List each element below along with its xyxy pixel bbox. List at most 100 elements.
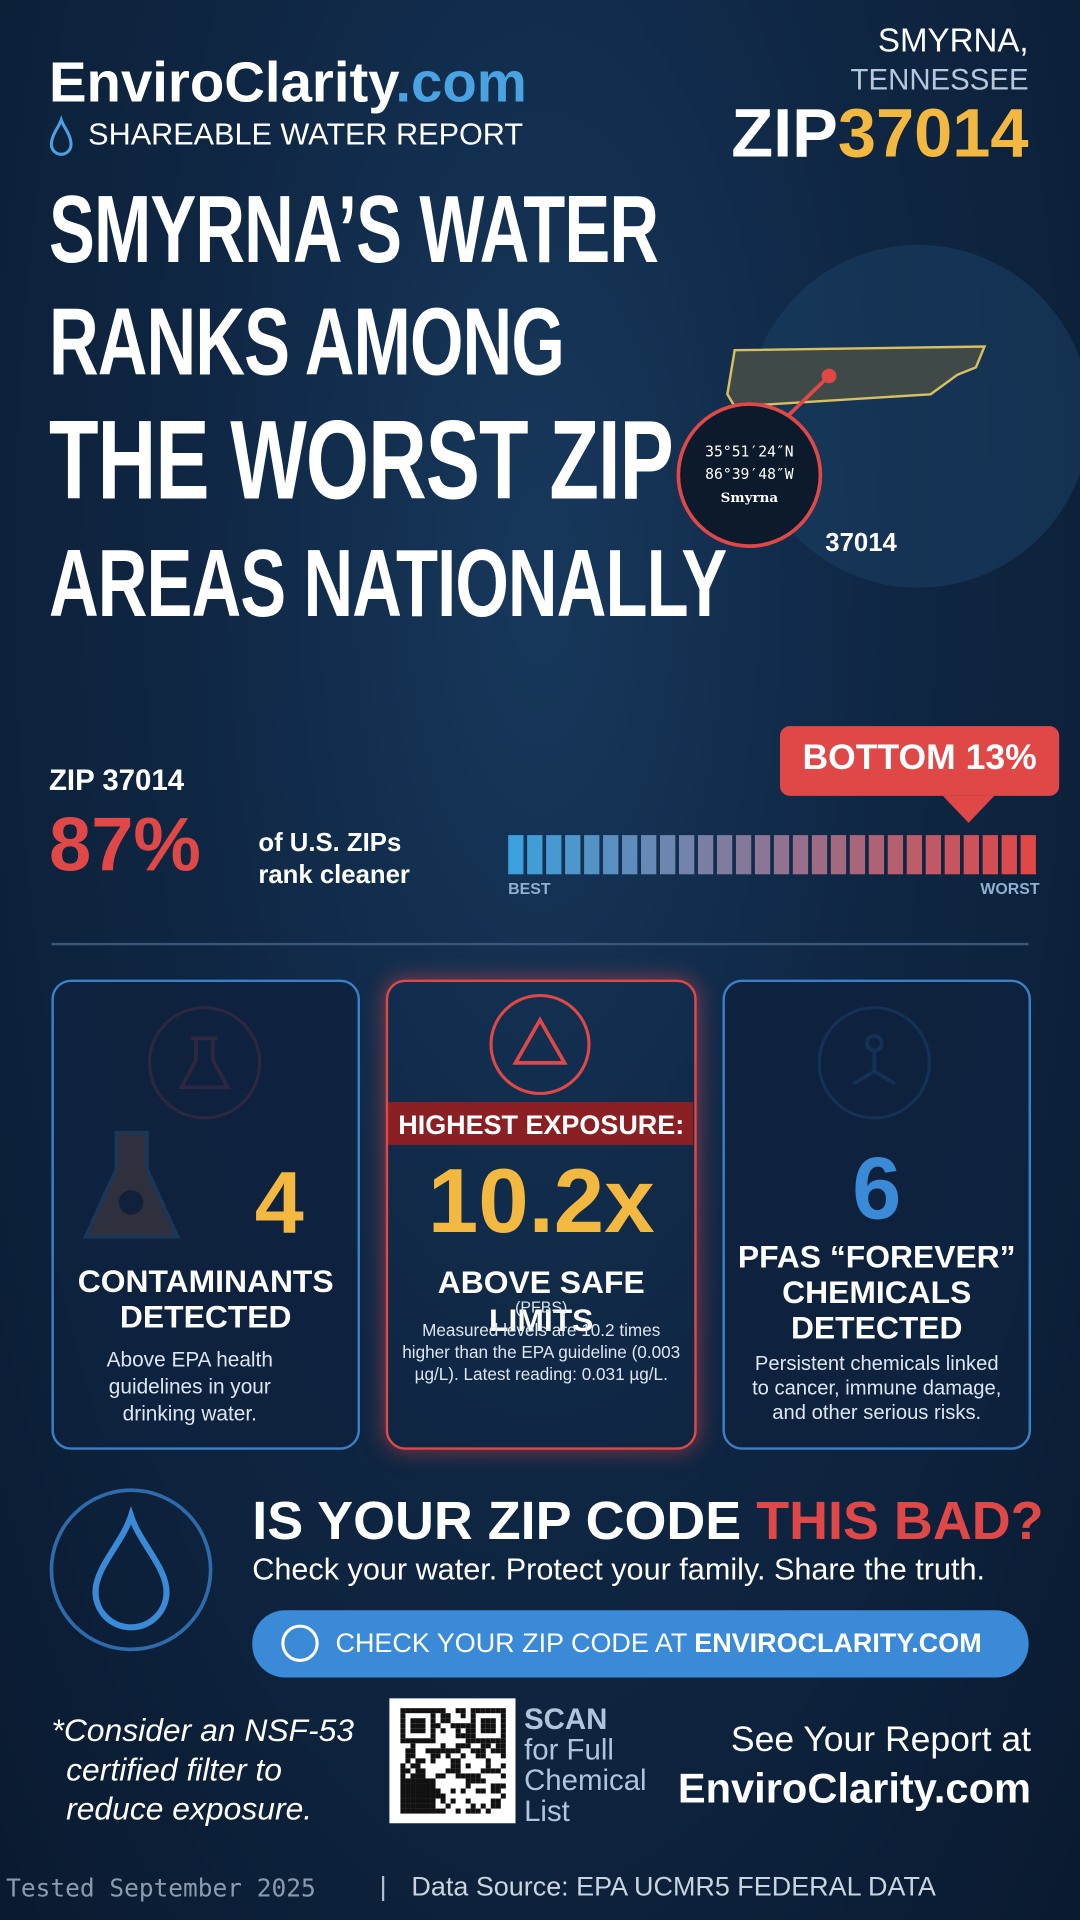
qr-module [400, 1718, 406, 1724]
qr-module [455, 1808, 461, 1814]
qr-module [465, 1773, 471, 1779]
cta-button[interactable] [252, 1610, 1029, 1678]
qr-module [485, 1738, 491, 1744]
qr-module [470, 1733, 476, 1739]
qr-module [425, 1808, 431, 1814]
qr-module [445, 1768, 451, 1774]
cta-highlight: THIS BAD? [756, 1491, 1044, 1552]
qr-module [435, 1793, 441, 1799]
qr-module [470, 1773, 476, 1779]
badge [780, 726, 1060, 796]
qr-module [410, 1753, 416, 1759]
qr-module [500, 1708, 506, 1714]
card-title: PFAS “FOREVER” CHEMICALS DETECTED [725, 1239, 1029, 1346]
qr-module [410, 1783, 416, 1789]
qr-module [490, 1748, 496, 1754]
qr-module [420, 1718, 426, 1724]
qr-module [415, 1773, 421, 1779]
qr-module [495, 1748, 501, 1754]
qr-module [500, 1738, 506, 1744]
qr-pattern [400, 1708, 506, 1814]
qr-module [485, 1808, 491, 1814]
qr-module [430, 1723, 436, 1729]
qr-module [460, 1753, 466, 1759]
qr-module [420, 1783, 426, 1789]
qr-module [490, 1768, 496, 1774]
qr-module [460, 1733, 466, 1739]
qr-module [480, 1718, 486, 1724]
cta-headline: IS YOUR ZIP CODE THIS BAD? [252, 1491, 1043, 1552]
card-description: Persistent chemicals linked to cancer, im… [725, 1352, 1029, 1425]
zip-title: ZIP37014 [731, 93, 1028, 173]
qr-module [420, 1798, 426, 1804]
qr-module [495, 1768, 501, 1774]
qr-module [420, 1803, 426, 1809]
qr-module [465, 1733, 471, 1739]
qr-module [480, 1753, 486, 1759]
cta-button-text[interactable]: CHECK YOUR ZIP CODE AT ENVIROCLARITY.COM [336, 1627, 982, 1659]
qr-module [470, 1723, 476, 1729]
coord-circle [676, 402, 823, 548]
qr-module [500, 1713, 506, 1719]
filter-note: *Consider an NSF-53 certified filter to re… [51, 1711, 354, 1829]
qr-module [455, 1748, 461, 1754]
gauge-best: BEST [508, 879, 551, 898]
gauge-segment [1001, 835, 1017, 875]
qr-module [400, 1768, 406, 1774]
gauge-segment [735, 835, 752, 875]
longitude: 86°39′48″W [705, 465, 794, 483]
cta-subline: Check your water. Protect your family. S… [252, 1552, 985, 1587]
qr-module [490, 1708, 496, 1714]
qr-module [455, 1723, 461, 1729]
pin [821, 368, 837, 384]
qr-module [410, 1718, 416, 1724]
qr-module [420, 1738, 426, 1744]
qr-module [410, 1798, 416, 1804]
card-title: ABOVE SAFE LIMITS [437, 1263, 645, 1339]
gauge-segment [963, 835, 979, 875]
qr-module [495, 1743, 501, 1749]
gauge-segment [660, 835, 676, 875]
qr-module [465, 1778, 471, 1784]
qr-module [425, 1798, 431, 1804]
qr-module [425, 1748, 431, 1754]
qr-module [440, 1708, 446, 1714]
qr-module [460, 1788, 466, 1794]
qr-module [430, 1728, 436, 1734]
qr-module [475, 1748, 481, 1754]
qr-module [410, 1748, 416, 1754]
qr-module [425, 1708, 431, 1714]
badge-text: BOTTOM 13% [780, 738, 1059, 778]
qr-module [495, 1803, 501, 1809]
drop-icon [49, 115, 73, 156]
qr-module [415, 1778, 421, 1784]
card-number: 6 [852, 1140, 902, 1238]
qr-module [425, 1793, 431, 1799]
card-title: CONTAMINANTS DETECTED [54, 1263, 358, 1335]
scan-text: SCAN for Full Chemical List [524, 1704, 646, 1826]
qr-module [405, 1788, 411, 1794]
qr-module [415, 1723, 421, 1729]
qr-module [420, 1708, 426, 1714]
title-line: DETECTED [119, 1297, 292, 1335]
qr-module [490, 1783, 496, 1789]
qr-module [495, 1798, 501, 1804]
qr-module [430, 1803, 436, 1809]
latitude: 35°51′24″N [705, 443, 794, 461]
qr-module [420, 1778, 426, 1784]
qr-module [445, 1718, 451, 1724]
headline-line: SMYRNA’S WATER [48, 175, 659, 283]
gauge-segment [603, 835, 619, 875]
qr-module [425, 1803, 431, 1809]
qr-module [415, 1783, 421, 1789]
qr-module [405, 1758, 411, 1764]
qr-module [495, 1783, 501, 1789]
qr-module [500, 1728, 506, 1734]
qr-module [480, 1738, 486, 1744]
qr-module [425, 1788, 431, 1794]
qr-module [485, 1758, 491, 1764]
qr-module [480, 1708, 486, 1714]
qr-module [410, 1773, 416, 1779]
pin-line [782, 374, 831, 422]
